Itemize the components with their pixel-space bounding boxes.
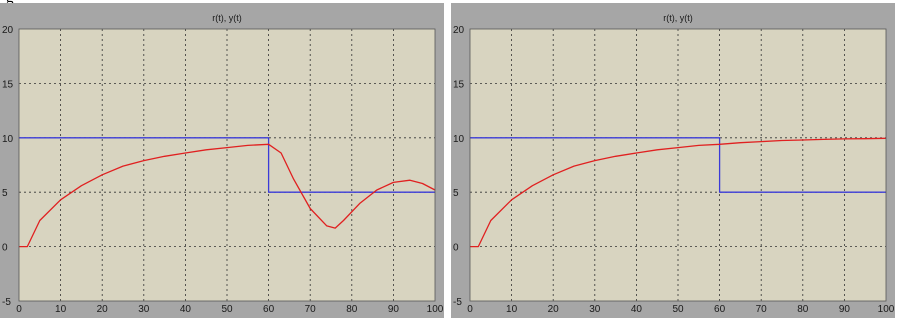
x-tick-label: 20 xyxy=(548,304,560,315)
x-tick-label: 10 xyxy=(506,304,518,315)
y-tick-label: -5 xyxy=(453,297,462,308)
x-tick-label: 50 xyxy=(672,304,684,315)
y-tick-label: 10 xyxy=(453,134,465,145)
y-tick-label: 15 xyxy=(2,79,14,90)
chart-panel-right: r(t), y(t) 0 10 20 30 40 50 60 70 80 90 100 -5 0 5 10 15… xyxy=(451,3,895,318)
x-tick-label: 20 xyxy=(97,304,109,315)
reference-series-line xyxy=(470,137,886,193)
y-tick-label: 20 xyxy=(453,25,465,36)
x-tick-label: 90 xyxy=(839,304,851,315)
x-tick-label: 70 xyxy=(756,304,768,315)
x-tick-label: 60 xyxy=(714,304,726,315)
x-tick-label: 40 xyxy=(631,304,643,315)
response-series-line xyxy=(19,143,436,248)
chart-panel-left: r(t), y(t) 0 10 20 30 40 50 60 70 80 90 100 -5 0 5 10 15… xyxy=(0,3,444,318)
x-tick-label: 100 xyxy=(427,304,444,315)
x-tick-label: 40 xyxy=(180,304,192,315)
plot-frame xyxy=(469,28,887,302)
chart-svg-right: r(t), y(t) 0 10 20 30 40 50 60 70 80 90 100 -5 0 5 10 15… xyxy=(453,13,895,315)
response-series-line xyxy=(470,137,887,248)
y-tick-label: 15 xyxy=(453,79,465,90)
reference-series-line xyxy=(19,137,435,193)
y-tick-label: 5 xyxy=(2,188,8,199)
x-tick-label: 80 xyxy=(346,304,358,315)
x-tick-label: 70 xyxy=(305,304,317,315)
chart-title: r(t), y(t) xyxy=(663,13,693,23)
x-tick-label: 0 xyxy=(16,304,22,315)
y-tick-label: 0 xyxy=(453,243,459,254)
x-tick-label: 60 xyxy=(263,304,275,315)
x-tick-label: 50 xyxy=(221,304,233,315)
caption-text: g xyxy=(6,0,14,3)
chart-title: r(t), y(t) xyxy=(212,13,242,23)
x-tick-label: 80 xyxy=(797,304,809,315)
plot-frame xyxy=(18,28,436,302)
x-tick-label: 0 xyxy=(467,304,473,315)
chart-svg-left: r(t), y(t) 0 10 20 30 40 50 60 70 80 90 100 -5 0 5 10 15… xyxy=(2,13,444,315)
x-tick-label: 100 xyxy=(878,304,895,315)
y-tick-label: 20 xyxy=(2,25,14,36)
x-tick-label: 90 xyxy=(388,304,400,315)
x-tick-label: 30 xyxy=(138,304,150,315)
x-tick-label: 30 xyxy=(589,304,601,315)
y-tick-label: 10 xyxy=(2,134,14,145)
y-tick-label: -5 xyxy=(2,297,11,308)
x-tick-label: 10 xyxy=(55,304,67,315)
y-tick-label: 5 xyxy=(453,188,459,199)
y-tick-label: 0 xyxy=(2,243,8,254)
